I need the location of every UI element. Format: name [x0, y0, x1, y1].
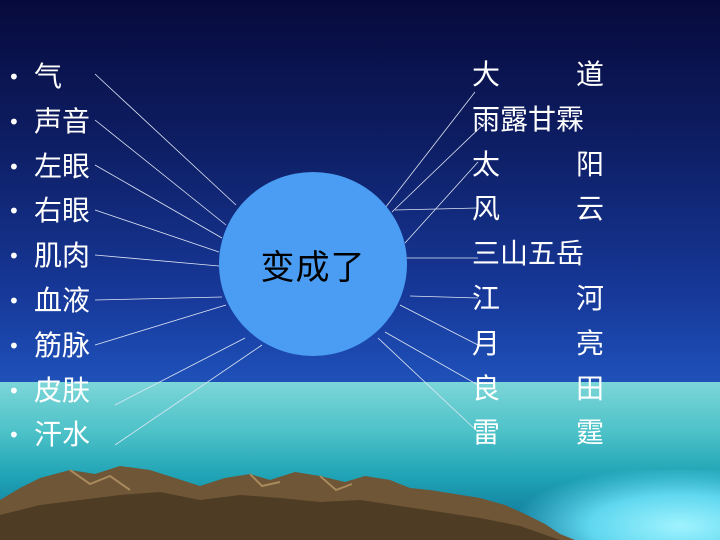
left-item-text: 右眼	[34, 194, 91, 228]
left-item-text: 气	[34, 60, 63, 93]
right-list-item: 良田	[472, 371, 604, 405]
left-list-item: • 右眼	[8, 189, 90, 234]
left-list-item: • 声音	[8, 100, 90, 145]
right-list-item: 月亮	[472, 326, 604, 360]
left-list-item: • 肌肉	[8, 234, 90, 279]
mountain-shadow	[0, 492, 560, 540]
left-item-text: 肌肉	[34, 239, 91, 273]
left-list-item: • 气	[8, 55, 90, 100]
left-item-text: 皮肤	[34, 373, 91, 407]
right-list-item: 江河	[472, 281, 604, 315]
left-list-item: • 筋脉	[8, 324, 90, 369]
left-list: • 气 • 声音 • 左眼 • 右眼 • 肌肉 • 血液 • 筋脉 • 皮肤 • 汗水	[8, 55, 90, 458]
mountain-highlight	[69, 469, 353, 492]
right-list: 大道 雨露甘霖 太阳 风云 三山五岳 江河 月亮 良田 雷霆	[472, 53, 604, 456]
right-list-item: 太阳	[472, 147, 604, 181]
left-item-text: 左眼	[34, 149, 91, 183]
right-list-item: 雷霆	[472, 416, 604, 450]
left-item-text: 声音	[34, 104, 91, 138]
right-list-item: 雨露甘霖	[472, 102, 585, 136]
left-list-item: • 血液	[8, 279, 90, 324]
left-item-text: 汗水	[34, 418, 91, 452]
right-connector-lines	[377, 91, 491, 433]
left-list-item: • 皮肤	[8, 369, 90, 414]
right-list-item: 风云	[472, 192, 604, 226]
left-list-item: • 汗水	[8, 413, 90, 458]
left-connector-lines	[94, 73, 263, 446]
center-circle: 变成了	[219, 172, 407, 356]
right-list-item: 三山五岳	[472, 237, 585, 271]
center-label: 变成了	[260, 247, 366, 288]
left-list-item: • 左眼	[8, 145, 90, 190]
left-item-text: 血液	[34, 283, 91, 317]
right-list-item: 大道	[472, 58, 604, 91]
left-item-text: 筋脉	[34, 328, 91, 362]
sea-glint	[520, 470, 720, 540]
